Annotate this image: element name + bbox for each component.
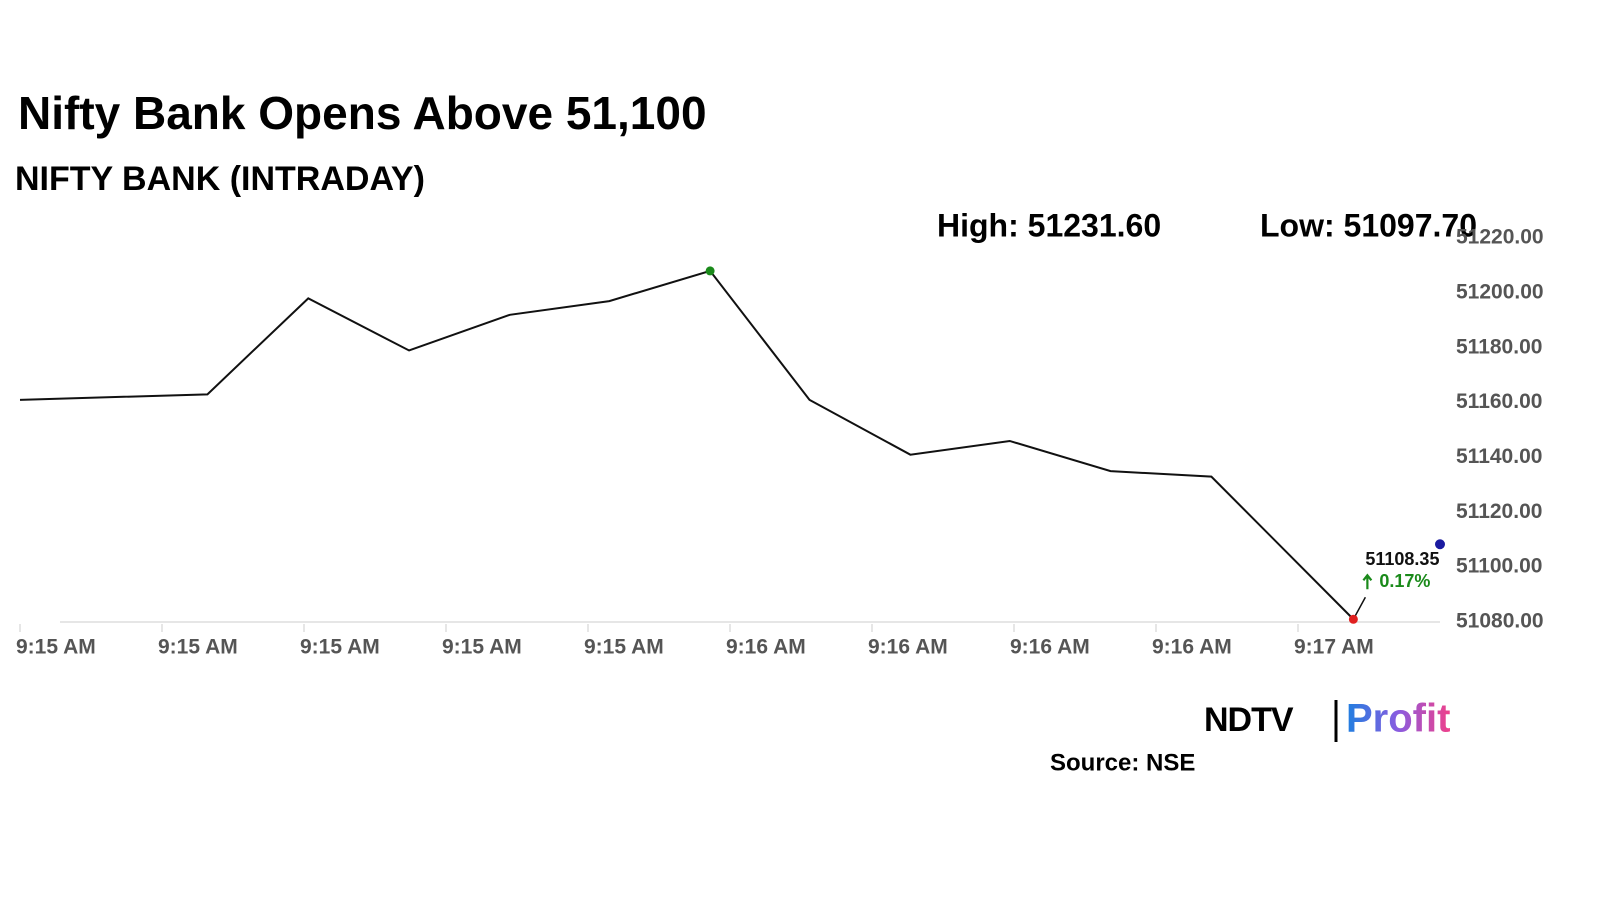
x-tick-label: 9:17 AM xyxy=(1294,636,1374,659)
x-tick-label: 9:16 AM xyxy=(868,636,948,659)
chart-subtitle: NIFTY BANK (INTRADAY) xyxy=(15,160,425,198)
y-tick-label: 51220.00 xyxy=(1456,226,1544,249)
high-text: High: 51231.60 xyxy=(937,207,1161,243)
x-tick-label: 9:15 AM xyxy=(158,636,238,659)
y-tick-label: 51080.00 xyxy=(1456,610,1544,633)
high-marker xyxy=(705,266,715,276)
source: Source: NSE xyxy=(1050,749,1195,776)
y-tick-label: 51140.00 xyxy=(1456,445,1542,468)
last-marker xyxy=(1435,539,1445,550)
y-tick-label: 51180.00 xyxy=(1456,335,1542,358)
x-tick-label: 9:16 AM xyxy=(1010,636,1090,659)
y-tick-label: 51100.00 xyxy=(1456,555,1542,578)
y-tick-label: 51200.00 xyxy=(1456,280,1544,303)
last-value-label: 51108.35 xyxy=(1365,549,1439,569)
logo-ndtv: NDTV xyxy=(1204,701,1294,739)
chart-title: Nifty Bank Opens Above 51,100 xyxy=(18,87,707,139)
x-tick-label: 9:16 AM xyxy=(726,636,806,659)
x-tick-label: 9:15 AM xyxy=(442,636,522,659)
low-marker xyxy=(1348,614,1358,624)
line-series xyxy=(19,269,1355,620)
x-tick-label: 9:15 AM xyxy=(300,636,380,659)
x-tick-label: 9:15 AM xyxy=(584,636,664,659)
low-text: Low: 51097.70 xyxy=(1260,207,1477,243)
x-tick-label: 9:15 AM xyxy=(16,636,96,659)
x-tick-label: 9:16 AM xyxy=(1152,636,1232,659)
change-label: 0.17% xyxy=(1379,571,1430,591)
y-tick-label: 51120.00 xyxy=(1456,500,1542,523)
logo-profit: Profit xyxy=(1346,697,1450,741)
y-tick-label: 51160.00 xyxy=(1456,390,1542,413)
change-arrow xyxy=(1362,573,1373,590)
